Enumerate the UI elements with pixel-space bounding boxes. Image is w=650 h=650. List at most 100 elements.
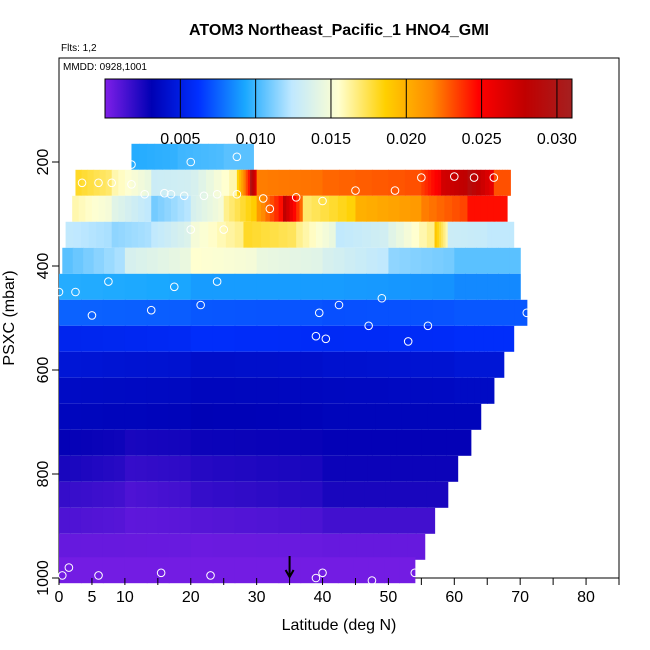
heatmap-cell (454, 351, 464, 378)
heatmap-cell (355, 169, 373, 196)
heatmap-cell (460, 221, 469, 248)
observation-point (232, 152, 242, 162)
heatmap-cell (366, 325, 390, 352)
colorbar: 0.005 0.010 0.015 0.020 0.025 0.030 (104, 78, 577, 148)
heatmap-cell (289, 195, 294, 222)
heatmap-cell (287, 221, 297, 248)
heatmap-cell (212, 377, 236, 404)
heatmap-cell (190, 481, 214, 508)
heatmap-cell (102, 429, 115, 456)
heatmap-cell (347, 429, 373, 456)
heatmap-cell (311, 247, 324, 274)
heatmap-cell (146, 351, 170, 378)
heatmap-cell (300, 169, 313, 196)
heatmap-cell (146, 143, 156, 170)
heatmap-cell (256, 557, 280, 584)
heatmap-cell (366, 299, 390, 326)
heatmap-cell (300, 557, 324, 584)
heatmap-cell (311, 169, 324, 196)
heatmap-cell (146, 247, 159, 274)
heatmap-cell (102, 533, 126, 560)
heatmap-cell (212, 533, 236, 560)
heatmap-cell (436, 221, 440, 248)
heatmap-cell (256, 377, 280, 404)
heatmap-cell (162, 143, 171, 170)
heatmap-cell (444, 195, 453, 222)
heatmap-cell (278, 221, 288, 248)
heatmap-cell (256, 351, 280, 378)
heatmap-cell (509, 247, 521, 274)
heatmap-cell (388, 169, 406, 196)
heatmap-cell (300, 507, 324, 534)
heatmap-cell (168, 533, 192, 560)
heatmap-cell (429, 195, 438, 222)
heatmap-cell (212, 507, 236, 534)
heatmap-cell (184, 169, 192, 196)
heatmap-cell (344, 377, 368, 404)
heatmap-cell (300, 351, 324, 378)
heatmap-cell (124, 533, 148, 560)
heatmap-cell (80, 429, 93, 456)
heatmap-cell (410, 247, 422, 274)
heatmap-cell (168, 403, 192, 430)
heatmap-cell (377, 247, 390, 274)
heatmap-cell (144, 169, 152, 196)
heatmap-cell (261, 195, 267, 222)
heatmap-cell (278, 533, 302, 560)
heatmap-cell (388, 221, 397, 248)
heatmap-cell (190, 221, 201, 248)
heatmap-cell (289, 169, 302, 196)
observation-point (410, 568, 420, 578)
heatmap-cell (80, 533, 104, 560)
heatmap-cell (337, 195, 348, 222)
heatmap-cell (269, 221, 280, 248)
heatmap-cell (212, 195, 219, 222)
heatmap-cell (507, 169, 511, 196)
heatmap-cell (80, 325, 104, 352)
heatmap-cell (157, 169, 166, 196)
heatmap-cell (243, 221, 253, 248)
observation-point (334, 300, 344, 310)
heatmap-cell (69, 481, 82, 508)
observation-point (417, 173, 426, 182)
x-tick-label: 20 (182, 589, 200, 606)
heatmap-cell (251, 195, 258, 222)
heatmap-cell (322, 377, 346, 404)
heatmap-cell (96, 221, 105, 248)
observation-point (206, 571, 215, 580)
heatmap-cell (124, 169, 133, 196)
heatmap-cell (437, 169, 442, 196)
heatmap-cell (240, 195, 247, 222)
heatmap-cell (493, 325, 505, 352)
heatmap-cell (256, 533, 280, 560)
heatmap-cell (59, 557, 82, 584)
y-tick-label: 1000 (35, 560, 52, 596)
heatmap-cell (322, 429, 348, 456)
heatmap-cell (118, 169, 126, 196)
heatmap-cell (467, 169, 473, 196)
heatmap-cell (168, 377, 192, 404)
heatmap-cell (432, 377, 455, 404)
heatmap-cell (384, 557, 400, 584)
heatmap-cell (496, 221, 502, 248)
heatmap-cell (322, 273, 346, 300)
heatmap-cell (424, 169, 429, 196)
heatmap-cell (366, 273, 390, 300)
heatmap-cell (179, 455, 192, 482)
observation-point (179, 191, 189, 201)
heatmap-cell (102, 507, 115, 534)
observation-point (469, 173, 479, 182)
heatmap-cell (427, 169, 432, 196)
heatmap-cell (359, 507, 380, 534)
heatmap-cell (146, 533, 170, 560)
heatmap-cell (366, 377, 390, 404)
heatmap-cell (495, 351, 505, 378)
heatmap-cell (234, 403, 258, 430)
heatmap-cell (487, 221, 493, 248)
heatmap-cell (300, 481, 324, 508)
heatmap-cell (168, 351, 192, 378)
heatmap-cell (476, 273, 488, 300)
heatmap-cell (138, 221, 146, 248)
heatmap-cell (496, 169, 500, 196)
heatmap-cell (102, 377, 126, 404)
